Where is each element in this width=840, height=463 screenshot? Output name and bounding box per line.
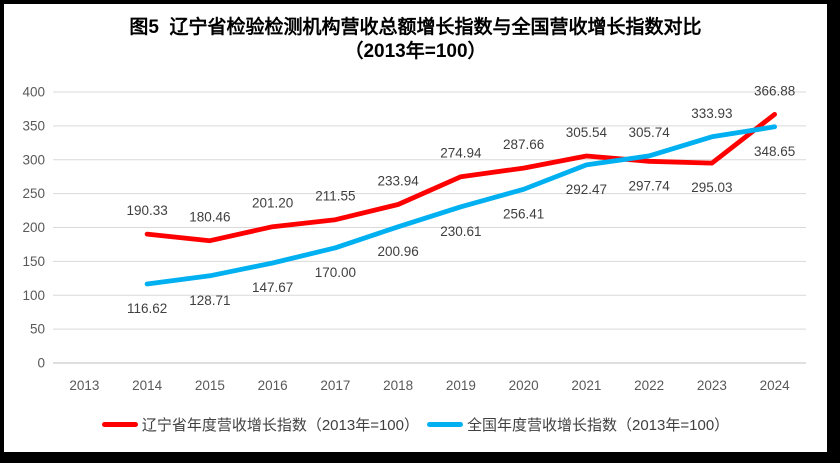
data-label: 230.61 (440, 224, 481, 239)
y-axis-tick-label: 200 (22, 220, 45, 235)
y-axis-tick-label: 400 (22, 85, 45, 100)
x-axis-tick-label: 2016 (258, 378, 288, 393)
data-label: 256.41 (503, 206, 544, 221)
x-axis-tick-labels: 2013 2014 2015 2016 2017 2018 2019 2020 2021 2022… (69, 378, 790, 393)
x-axis-tick-label: 2023 (697, 378, 727, 393)
data-label: 190.33 (126, 203, 167, 218)
x-axis-tick-label: 2018 (383, 378, 413, 393)
y-axis-tick-label: 150 (22, 254, 45, 269)
y-axis-tick-label: 0 (37, 356, 45, 371)
liaoning-data-labels: 190.33 180.46 201.20 211.55 233.94 274.94 287.… (126, 83, 795, 224)
x-axis-tick-label: 2024 (760, 378, 791, 393)
national-series-line (144, 124, 777, 287)
legend-line-swatch-liaoning (101, 422, 138, 427)
data-label: 128.71 (189, 293, 230, 308)
x-axis-tick-label: 2014 (132, 378, 163, 393)
x-axis-tick-label: 2021 (571, 378, 601, 393)
legend-label-national: 全国年度营收增长指数（2013年=100） (467, 417, 730, 434)
data-label: 274.94 (440, 146, 482, 161)
x-axis-tick-label: 2019 (446, 378, 476, 393)
x-axis-tick-label: 2017 (320, 378, 350, 393)
chart-title-block: 图5 辽宁省检验检测机构营收总额增长指数与全国营收增长指数对比 （2013年=1… (4, 16, 827, 64)
line-chart: 0 50 100 150 200 250 300 350 400 2013 2014 2015 2016… (22, 83, 806, 393)
y-axis-tick-labels: 0 50 100 150 200 250 300 350 400 (22, 85, 45, 371)
data-label: 200.96 (377, 244, 418, 259)
y-axis-tick-label: 250 (22, 186, 45, 201)
chart-legend: 辽宁省年度营收增长指数（2013年=100） 全国年度营收增长指数（2013年=1… (4, 414, 827, 435)
chart-panel: 图5 辽宁省检验检测机构营收总额增长指数与全国营收增长指数对比 （2013年=1… (4, 4, 827, 452)
data-label: 295.03 (691, 180, 732, 195)
data-label: 305.54 (566, 125, 608, 140)
data-label: 147.67 (252, 280, 293, 295)
data-label: 201.20 (252, 196, 293, 211)
national-data-labels: 116.62 128.71 147.67 170.00 200.96 230.61 256.… (127, 106, 795, 316)
data-label: 292.47 (566, 182, 607, 197)
data-label: 170.00 (315, 265, 356, 280)
y-axis-tick-label: 300 (22, 152, 45, 167)
x-axis-tick-label: 2020 (509, 378, 539, 393)
data-label: 297.74 (628, 178, 670, 193)
x-axis-tick-label: 2022 (634, 378, 664, 393)
y-axis-tick-label: 350 (22, 118, 45, 133)
data-label: 348.65 (754, 144, 795, 159)
legend-item-liaoning: 辽宁省年度营收增长指数（2013年=100） (101, 414, 419, 435)
legend-line-swatch-national (427, 422, 463, 427)
gridlines (53, 91, 806, 364)
liaoning-series-line (144, 112, 777, 244)
y-axis-tick-label: 50 (30, 322, 45, 337)
legend-item-national: 全国年度营收增长指数（2013年=100） (427, 414, 729, 435)
data-label: 287.66 (503, 137, 544, 152)
data-label: 305.74 (628, 125, 670, 140)
data-label: 180.46 (189, 210, 230, 225)
data-label: 211.55 (315, 189, 355, 204)
data-label: 366.88 (754, 83, 795, 98)
data-label: 233.94 (377, 174, 419, 189)
data-label: 333.93 (691, 106, 732, 121)
y-axis-tick-label: 100 (22, 288, 45, 303)
chart-subtitle: （2013年=100） (344, 41, 487, 62)
x-axis-tick-label: 2015 (195, 378, 225, 393)
legend-label-liaoning: 辽宁省年度营收增长指数（2013年=100） (141, 417, 419, 434)
chart-title: 图5 辽宁省检验检测机构营收总额增长指数与全国营收增长指数对比 (129, 17, 702, 38)
x-axis-tick-label: 2013 (69, 378, 99, 393)
data-label: 116.62 (127, 301, 167, 316)
